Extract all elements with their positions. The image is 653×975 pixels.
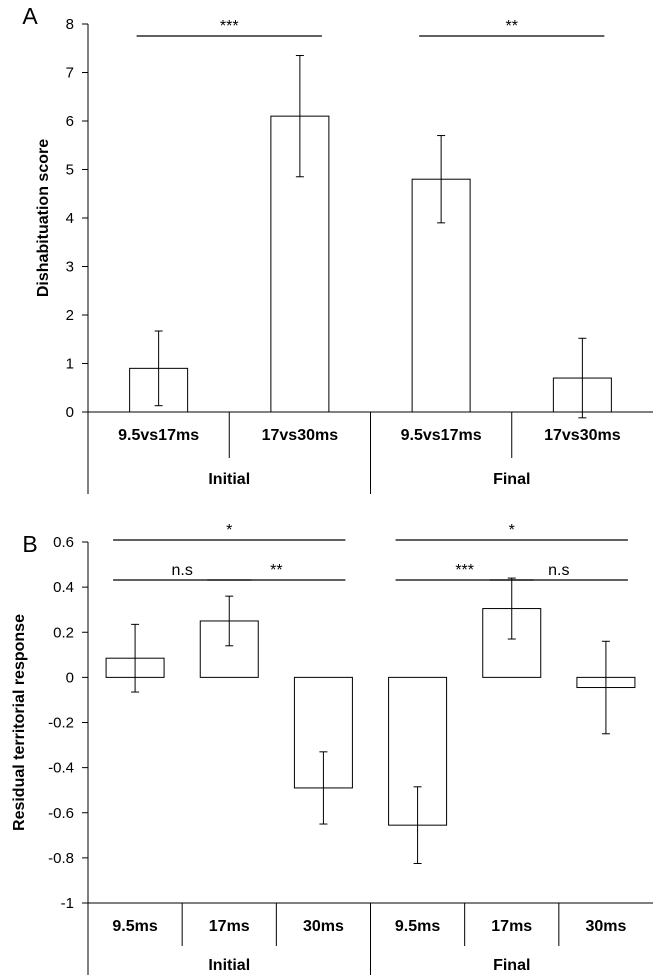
y-tick-label: -0.6 [48, 805, 74, 822]
y-tick-label: 7 [66, 65, 74, 82]
group-label: Initial [208, 471, 250, 488]
y-tick-label: 3 [66, 259, 74, 276]
category-label: 17vs30ms [544, 427, 621, 444]
y-tick-label: 8 [66, 16, 74, 33]
significance-label: *** [455, 562, 474, 579]
y-tick-label: 5 [66, 162, 74, 179]
significance-label: * [509, 522, 515, 539]
y-tick-label: 2 [66, 307, 74, 324]
category-label: 9.5vs17ms [401, 427, 482, 444]
category-label: 30ms [585, 918, 626, 935]
category-label: 9.5ms [112, 918, 157, 935]
category-label: 9.5vs17ms [118, 427, 199, 444]
y-tick-label: 0 [66, 404, 74, 421]
y-axis-label: Residual territorial response [11, 614, 28, 831]
y-tick-label: 4 [66, 210, 74, 227]
y-tick-label: -0.4 [48, 760, 74, 777]
category-label: 30ms [303, 918, 344, 935]
y-tick-label: 0.6 [53, 534, 74, 551]
group-label: Final [493, 957, 530, 974]
group-label: Final [493, 471, 530, 488]
panel-b: B -1 -0.8 -0.6 -0.4 -0.2 0 0.2 0.4 0.6 Residual te… [11, 522, 653, 975]
significance-label: ** [506, 18, 518, 35]
category-label: 17ms [209, 918, 250, 935]
panel-label: A [22, 3, 38, 29]
panel-a: A 0 1 2 3 4 5 6 7 8 Dishabituation score 9.5vs17ms 1… [22, 3, 653, 494]
significance-label: n.s [548, 562, 569, 579]
y-tick-label: -0.8 [48, 850, 74, 867]
y-tick-label: 6 [66, 113, 74, 130]
y-tick-label: -1 [61, 895, 74, 912]
significance-label: n.s [171, 562, 192, 579]
category-label: 9.5ms [395, 918, 440, 935]
significance-label: ** [270, 562, 282, 579]
group-label: Initial [208, 957, 250, 974]
significance-label: * [226, 522, 232, 539]
significance-label: *** [220, 18, 239, 35]
y-axis-label: Dishabituation score [35, 139, 52, 297]
y-tick-label: 1 [66, 356, 74, 373]
y-tick-label: -0.2 [48, 715, 74, 732]
y-tick-label: 0.2 [53, 624, 74, 641]
category-label: 17vs30ms [262, 427, 339, 444]
y-tick-label: 0 [66, 669, 74, 686]
y-tick-label: 0.4 [53, 579, 74, 596]
panel-label: B [22, 531, 37, 557]
category-label: 17ms [491, 918, 532, 935]
